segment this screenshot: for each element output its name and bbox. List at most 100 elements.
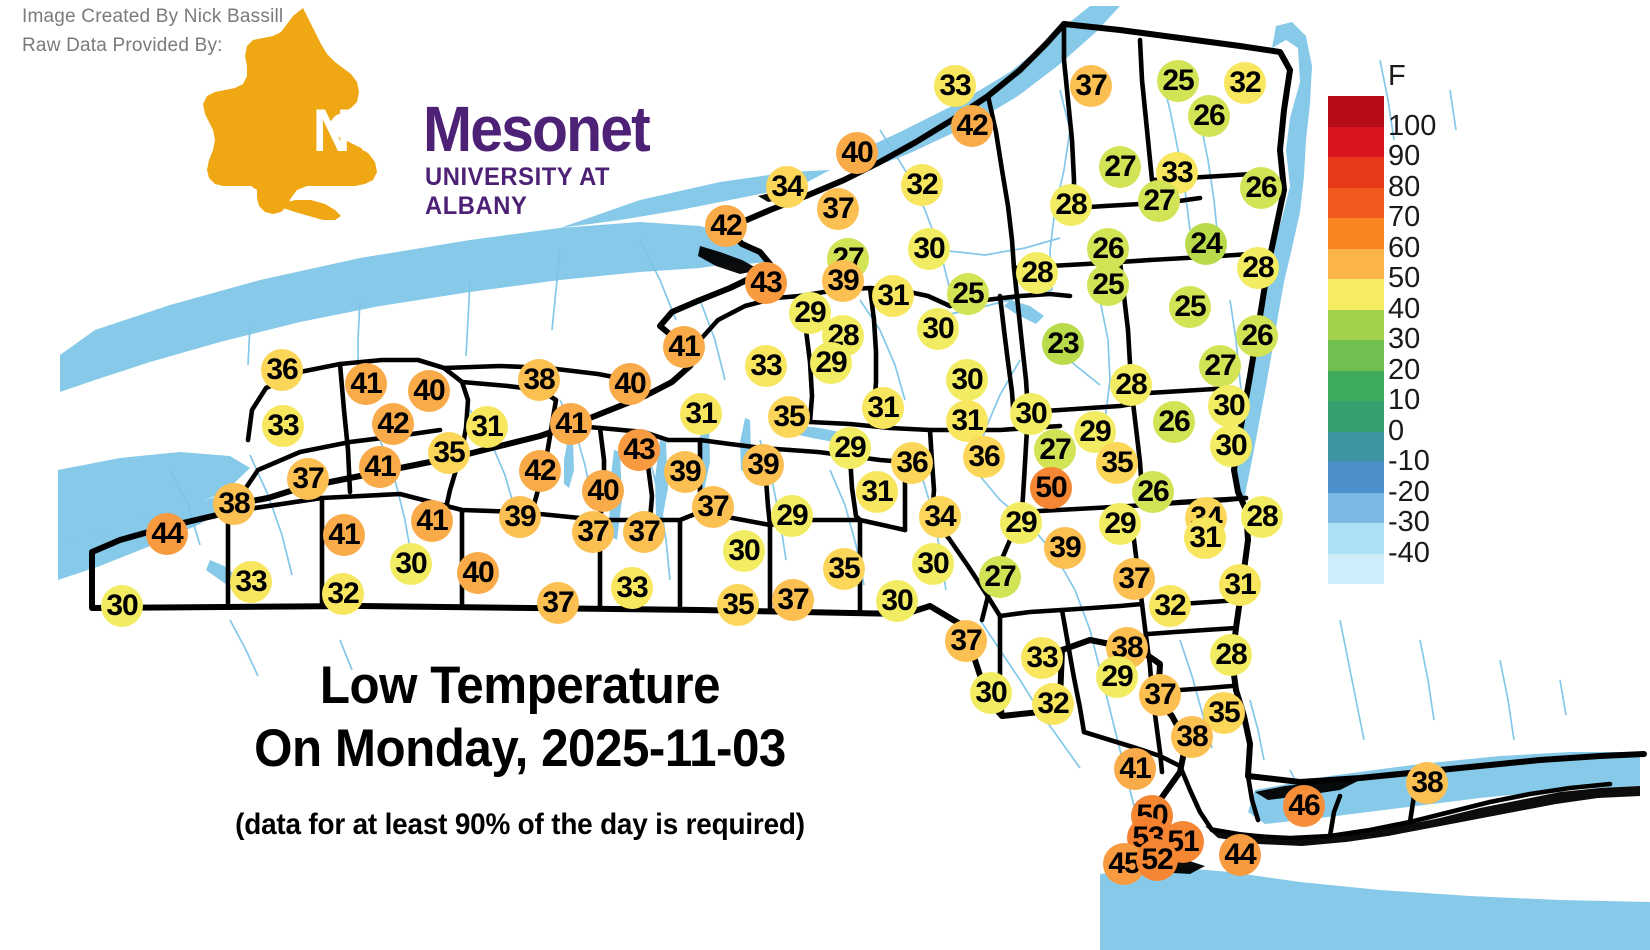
station-temperature-marker[interactable]: 25 — [1169, 286, 1211, 328]
station-temperature-marker[interactable]: 28 — [1210, 634, 1252, 676]
station-temperature-marker[interactable]: 25 — [1087, 264, 1129, 306]
station-temperature-marker[interactable]: 35 — [1096, 442, 1138, 484]
station-temperature-marker[interactable]: 26 — [1153, 401, 1195, 443]
station-temperature-marker[interactable]: 28 — [1237, 247, 1279, 289]
station-temperature-marker[interactable]: 33 — [230, 561, 272, 603]
station-temperature-marker[interactable]: 37 — [537, 582, 579, 624]
station-temperature-marker[interactable]: 36 — [891, 442, 933, 484]
station-temperature-marker[interactable]: 29 — [771, 495, 813, 537]
station-temperature-marker[interactable]: 36 — [261, 349, 303, 391]
station-temperature-marker[interactable]: 30 — [390, 543, 432, 585]
station-temperature-marker[interactable]: 27 — [1199, 345, 1241, 387]
station-temperature-marker[interactable]: 41 — [1114, 748, 1156, 790]
station-temperature-marker[interactable]: 32 — [1032, 683, 1074, 725]
station-temperature-marker[interactable]: 30 — [970, 672, 1012, 714]
station-temperature-marker[interactable]: 37 — [287, 458, 329, 500]
station-temperature-marker[interactable]: 30 — [1210, 425, 1252, 467]
station-temperature-marker[interactable]: 44 — [1219, 834, 1261, 876]
station-temperature-marker[interactable]: 40 — [582, 470, 624, 512]
station-temperature-marker[interactable]: 31 — [1184, 517, 1226, 559]
station-temperature-marker[interactable]: 37 — [692, 486, 734, 528]
station-temperature-marker[interactable]: 44 — [146, 513, 188, 555]
station-temperature-marker[interactable]: 33 — [1156, 152, 1198, 194]
station-temperature-marker[interactable]: 26 — [1240, 167, 1282, 209]
station-temperature-marker[interactable]: 50 — [1030, 467, 1072, 509]
station-temperature-marker[interactable]: 32 — [1149, 585, 1191, 627]
station-temperature-marker[interactable]: 34 — [766, 166, 808, 208]
station-temperature-marker[interactable]: 33 — [934, 65, 976, 107]
station-temperature-marker[interactable]: 31 — [862, 387, 904, 429]
station-temperature-marker[interactable]: 30 — [101, 585, 143, 627]
station-temperature-marker[interactable]: 26 — [1132, 471, 1174, 513]
station-temperature-marker[interactable]: 36 — [963, 436, 1005, 478]
station-temperature-marker[interactable]: 38 — [518, 359, 560, 401]
station-temperature-marker[interactable]: 28 — [1110, 364, 1152, 406]
station-temperature-marker[interactable]: 30 — [917, 308, 959, 350]
station-temperature-marker[interactable]: 26 — [1236, 315, 1278, 357]
station-temperature-marker[interactable]: 41 — [323, 514, 365, 556]
station-temperature-marker[interactable]: 30 — [876, 580, 918, 622]
station-temperature-marker[interactable]: 30 — [946, 359, 988, 401]
station-temperature-marker[interactable]: 25 — [947, 273, 989, 315]
station-temperature-marker[interactable]: 25 — [1157, 60, 1199, 102]
station-temperature-marker[interactable]: 37 — [1139, 674, 1181, 716]
station-temperature-marker[interactable]: 31 — [872, 275, 914, 317]
station-temperature-marker[interactable]: 40 — [457, 552, 499, 594]
station-temperature-marker[interactable]: 37 — [772, 579, 814, 621]
station-temperature-marker[interactable]: 29 — [1096, 656, 1138, 698]
station-temperature-marker[interactable]: 34 — [919, 496, 961, 538]
station-temperature-marker[interactable]: 23 — [1042, 323, 1084, 365]
station-temperature-marker[interactable]: 31 — [466, 406, 508, 448]
station-temperature-marker[interactable]: 29 — [810, 342, 852, 384]
station-temperature-marker[interactable]: 28 — [1050, 184, 1092, 226]
station-temperature-marker[interactable]: 27 — [1099, 146, 1141, 188]
station-temperature-marker[interactable]: 32 — [322, 573, 364, 615]
station-temperature-marker[interactable]: 42 — [705, 205, 747, 247]
station-temperature-marker[interactable]: 26 — [1087, 228, 1129, 270]
station-temperature-marker[interactable]: 29 — [829, 427, 871, 469]
station-temperature-marker[interactable]: 29 — [1099, 503, 1141, 545]
station-temperature-marker[interactable]: 33 — [745, 345, 787, 387]
station-temperature-marker[interactable]: 38 — [1171, 716, 1213, 758]
station-temperature-marker[interactable]: 41 — [411, 500, 453, 542]
station-temperature-marker[interactable]: 42 — [372, 403, 414, 445]
station-temperature-marker[interactable]: 30 — [908, 228, 950, 270]
station-temperature-marker[interactable]: 39 — [1044, 527, 1086, 569]
station-temperature-marker[interactable]: 28 — [1016, 252, 1058, 294]
station-temperature-marker[interactable]: 42 — [951, 105, 993, 147]
station-temperature-marker[interactable]: 27 — [1138, 180, 1180, 222]
station-temperature-marker[interactable]: 46 — [1283, 785, 1325, 827]
station-temperature-marker[interactable]: 27 — [979, 556, 1021, 598]
station-temperature-marker[interactable]: 39 — [742, 444, 784, 486]
station-temperature-marker[interactable]: 37 — [572, 511, 614, 553]
station-temperature-marker[interactable]: 39 — [664, 451, 706, 493]
station-temperature-marker[interactable]: 37 — [623, 511, 665, 553]
station-temperature-marker[interactable]: 35 — [428, 432, 470, 474]
station-temperature-marker[interactable]: 31 — [680, 393, 722, 435]
station-temperature-marker[interactable]: 43 — [618, 429, 660, 471]
station-temperature-marker[interactable]: 29 — [1000, 502, 1042, 544]
station-temperature-marker[interactable]: 43 — [745, 262, 787, 304]
station-temperature-marker[interactable]: 52 — [1136, 839, 1178, 881]
station-temperature-marker[interactable]: 37 — [1113, 558, 1155, 600]
station-temperature-marker[interactable]: 30 — [912, 543, 954, 585]
station-temperature-marker[interactable]: 31 — [856, 471, 898, 513]
station-temperature-marker[interactable]: 26 — [1188, 95, 1230, 137]
station-temperature-marker[interactable]: 35 — [768, 396, 810, 438]
station-temperature-marker[interactable]: 33 — [262, 405, 304, 447]
station-temperature-marker[interactable]: 38 — [1406, 762, 1448, 804]
station-temperature-marker[interactable]: 33 — [611, 567, 653, 609]
station-temperature-marker[interactable]: 35 — [717, 584, 759, 626]
station-temperature-marker[interactable]: 41 — [663, 326, 705, 368]
station-temperature-marker[interactable]: 30 — [723, 530, 765, 572]
station-temperature-marker[interactable]: 41 — [345, 363, 387, 405]
station-temperature-marker[interactable]: 30 — [1208, 385, 1250, 427]
station-temperature-marker[interactable]: 37 — [1070, 65, 1112, 107]
station-temperature-marker[interactable]: 27 — [1034, 429, 1076, 471]
station-temperature-marker[interactable]: 41 — [550, 403, 592, 445]
station-temperature-marker[interactable]: 33 — [1021, 637, 1063, 679]
station-temperature-marker[interactable]: 31 — [946, 400, 988, 442]
station-temperature-marker[interactable]: 32 — [901, 164, 943, 206]
station-temperature-marker[interactable]: 37 — [945, 620, 987, 662]
station-temperature-marker[interactable]: 24 — [1185, 223, 1227, 265]
